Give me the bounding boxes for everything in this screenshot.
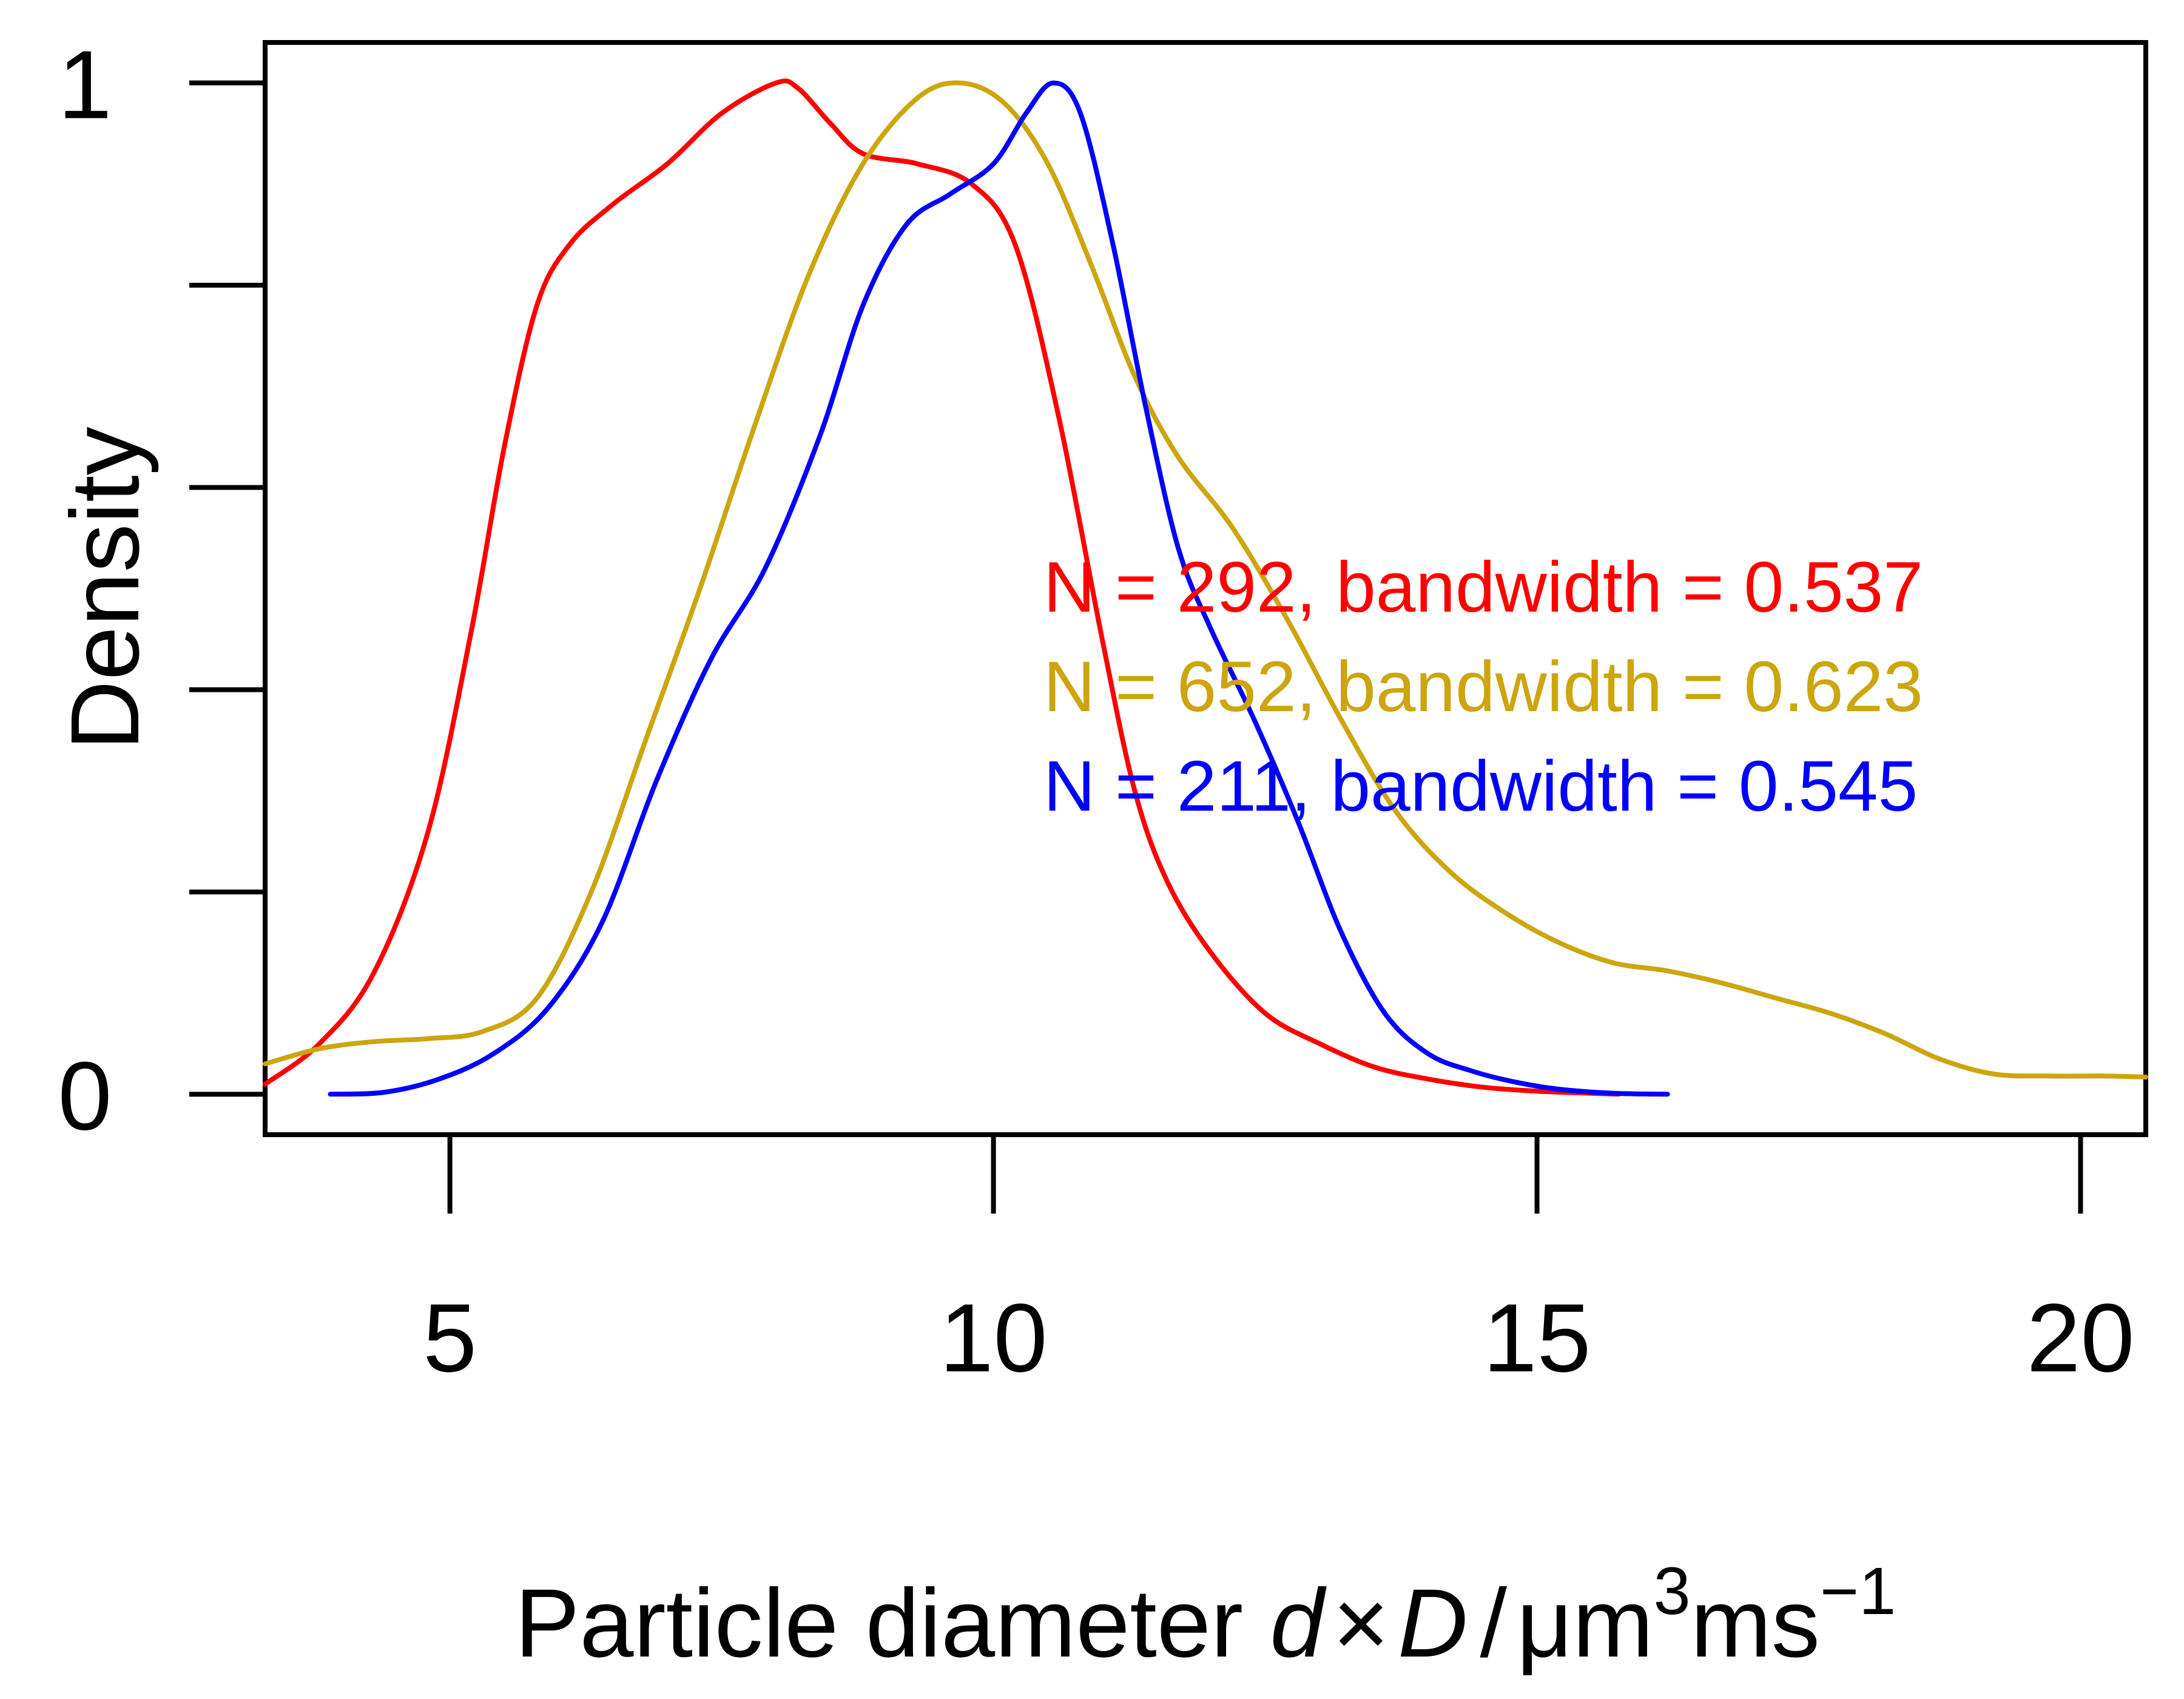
x-axis-title-sup-3: 3 <box>1653 1554 1690 1629</box>
y-axis-title: Density <box>50 427 159 751</box>
x-axis-title-prefix: Particle diameter <box>515 1569 1270 1677</box>
legend-entry-1: N = 292, bandwidth = 0.537 <box>1043 547 1923 627</box>
legend-entry-2: N = 652, bandwidth = 0.623 <box>1043 647 1923 727</box>
x-axis-title-sup-minus1: −1 <box>1820 1554 1896 1629</box>
x-axis-title-times: × <box>1333 1569 1389 1677</box>
x-axis-title-slash: / <box>1480 1569 1508 1677</box>
x-tick-label-3: 20 <box>2027 1283 2135 1392</box>
y-tick-label-0: 0 <box>58 1041 112 1150</box>
x-tick-label-1: 10 <box>940 1283 1048 1392</box>
series-line-3 <box>328 80 1670 1097</box>
x-axis-title-var-d: d <box>1270 1569 1327 1677</box>
x-axis-title-unit2: ms <box>1691 1569 1820 1677</box>
x-axis: 5 10 15 20 <box>423 1135 2134 1392</box>
legend: N = 292, bandwidth = 0.537 N = 652, band… <box>1043 547 1923 826</box>
x-tick-label-2: 15 <box>1483 1283 1591 1392</box>
x-axis-title-unit: μm <box>1517 1569 1653 1677</box>
series-line-1 <box>263 78 1621 1097</box>
x-axis-title: Particle diameter d×D / μm3ms−1 <box>515 1554 1896 1677</box>
y-tick-label-5: 1 <box>58 30 112 139</box>
series-layer <box>263 78 2148 1097</box>
series-line-2 <box>263 80 2148 1079</box>
y-axis: 01 <box>58 30 265 1150</box>
plot-frame <box>263 40 2148 1137</box>
legend-entry-3: N = 211, bandwidth = 0.545 <box>1043 746 1918 826</box>
x-axis-title-var-D: D <box>1398 1569 1468 1677</box>
x-tick-label-0: 5 <box>423 1283 477 1392</box>
